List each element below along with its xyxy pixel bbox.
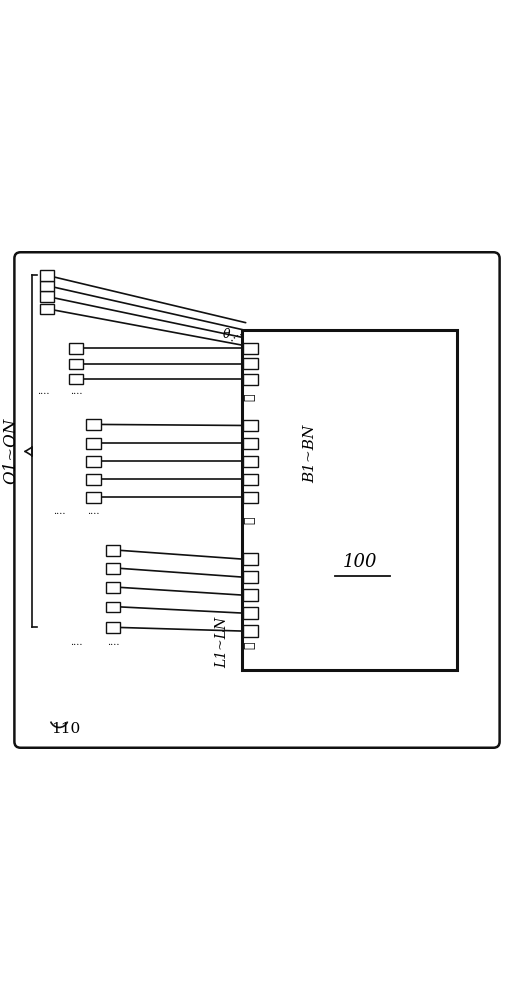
Bar [86, 492, 101, 503]
Bar [40, 270, 54, 281]
Bar [40, 281, 54, 291]
Bar [243, 589, 258, 601]
Text: 100: 100 [342, 553, 377, 571]
Bar [242, 330, 457, 670]
FancyBboxPatch shape [14, 252, 500, 748]
Bar [243, 625, 258, 637]
Bar [243, 374, 258, 385]
Bar [243, 474, 258, 485]
Bar [69, 374, 83, 384]
Bar [86, 474, 101, 485]
Text: L1~LN: L1~LN [215, 617, 229, 668]
Bar [243, 492, 258, 503]
Bar [243, 358, 258, 369]
Bar [243, 553, 258, 565]
Bar [86, 419, 101, 430]
Text: θ: θ [223, 328, 230, 341]
Bar [106, 545, 120, 556]
Bar [106, 602, 120, 612]
Text: ....: .... [53, 507, 65, 516]
Bar [106, 563, 120, 574]
Bar [243, 420, 258, 431]
Text: ⋯: ⋯ [244, 641, 257, 649]
Bar [40, 304, 54, 314]
Text: ⋯: ⋯ [244, 517, 257, 524]
Bar [243, 343, 258, 354]
Bar [106, 622, 120, 633]
Text: O1~ON: O1~ON [3, 418, 20, 484]
Text: B1~BN: B1~BN [303, 425, 317, 483]
Bar [243, 456, 258, 467]
Bar [86, 456, 101, 467]
Text: ....: .... [70, 387, 82, 396]
Bar [106, 582, 120, 593]
Bar [86, 438, 101, 449]
Text: 110: 110 [51, 722, 81, 736]
Text: ....: .... [87, 507, 100, 516]
Bar [243, 438, 258, 449]
Text: ....: .... [107, 638, 119, 647]
Bar [243, 607, 258, 619]
Text: ⋯: ⋯ [244, 393, 257, 401]
Text: ....: .... [70, 638, 82, 647]
Text: ....: .... [38, 387, 50, 396]
Bar [69, 343, 83, 354]
Bar [243, 571, 258, 583]
Bar [40, 291, 54, 302]
Bar [69, 359, 83, 369]
